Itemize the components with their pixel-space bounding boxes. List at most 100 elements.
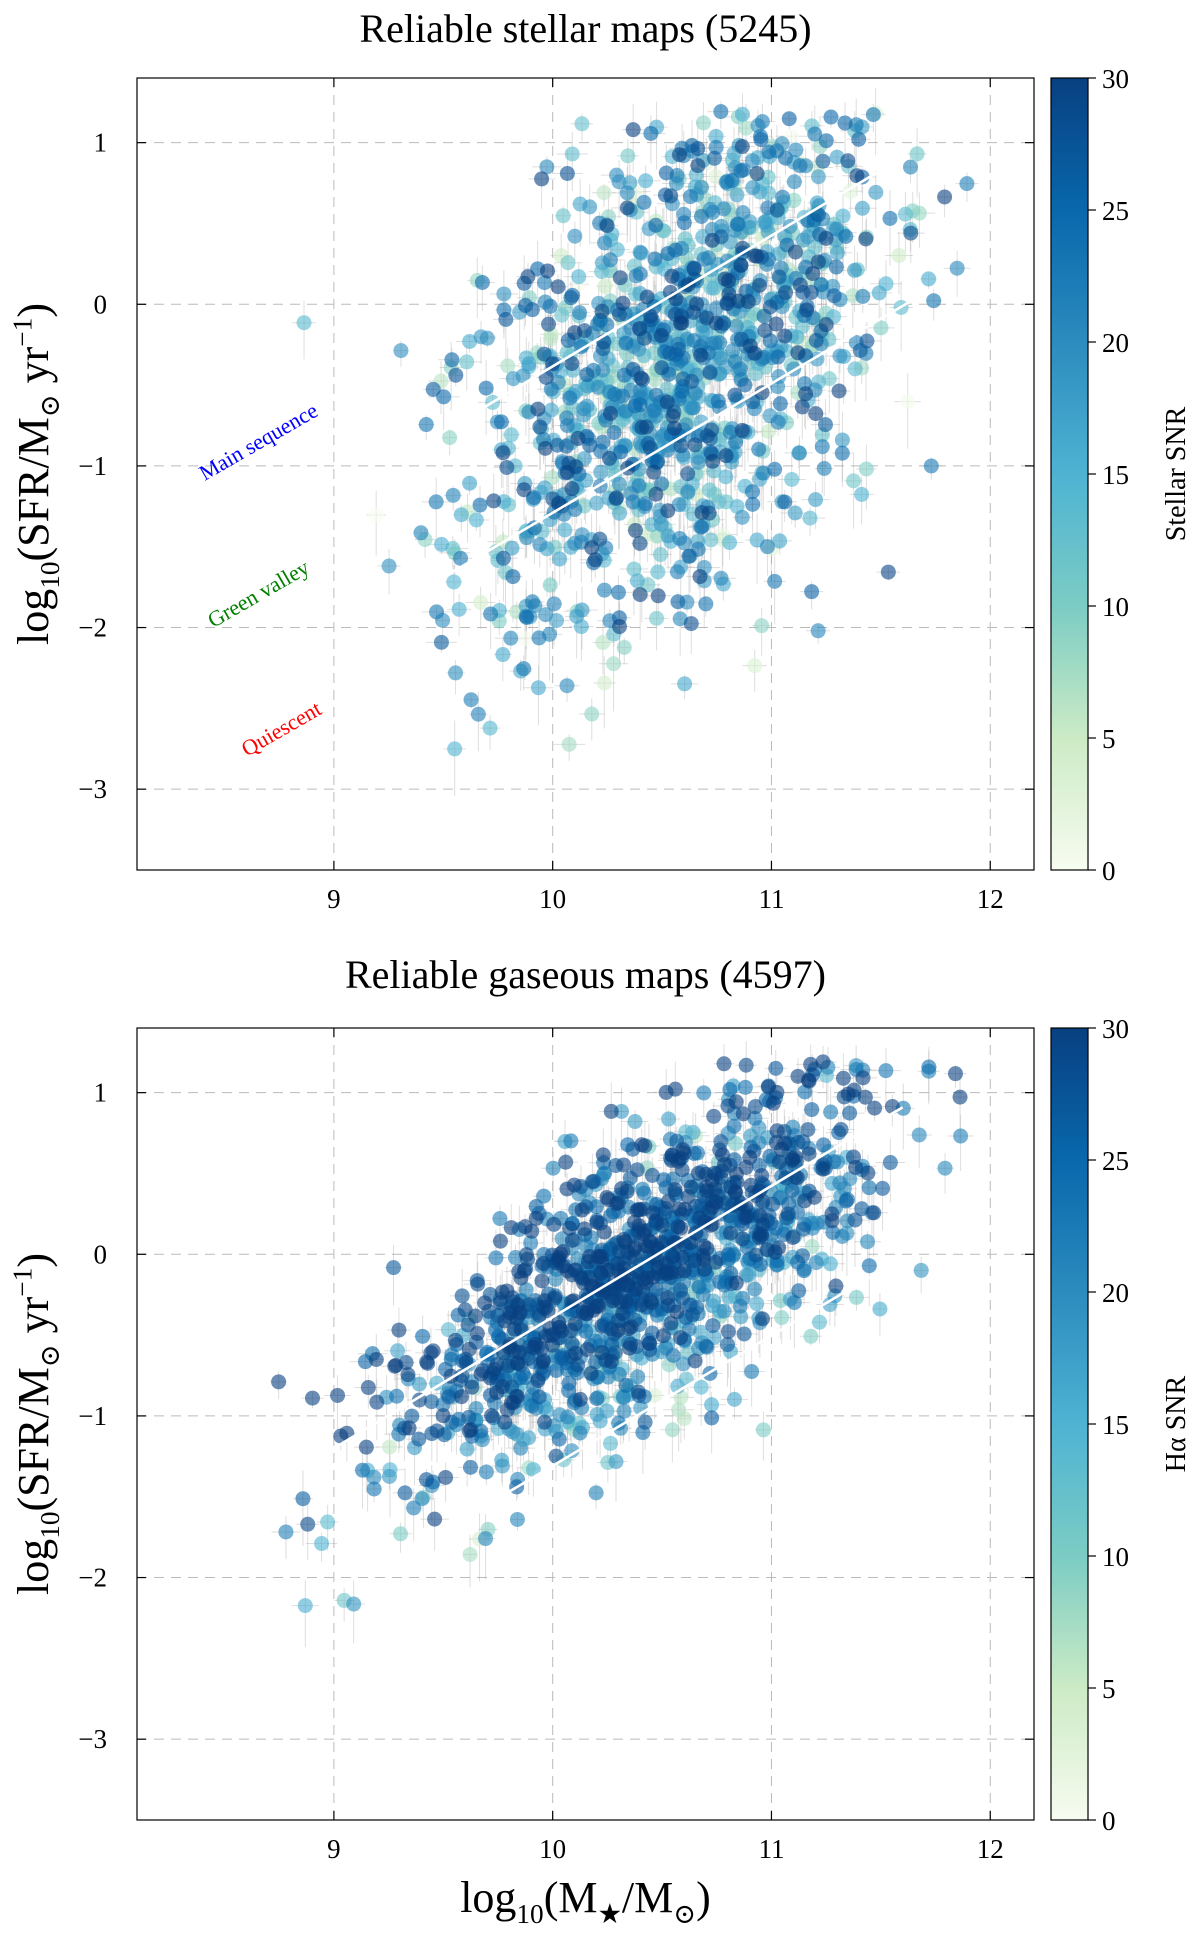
data-point: [704, 232, 720, 248]
data-point: [559, 464, 575, 480]
data-point: [564, 355, 580, 371]
data-point: [595, 635, 611, 651]
data-point: [674, 315, 690, 331]
data-point: [632, 587, 648, 603]
data-point: [613, 444, 629, 460]
data-point: [937, 189, 953, 205]
data-point: [673, 438, 689, 454]
data-point: [730, 216, 746, 232]
data-point: [692, 569, 708, 585]
data-point: [670, 594, 686, 610]
scatter-points: [292, 88, 979, 797]
data-point: [532, 419, 548, 435]
data-point: [537, 275, 553, 291]
data-point: [837, 115, 853, 131]
data-point: [897, 206, 913, 222]
data-point: [596, 675, 612, 691]
data-point: [669, 564, 685, 580]
data-point: [740, 294, 756, 310]
data-point: [810, 623, 826, 639]
data-point: [737, 377, 753, 393]
data-point: [500, 358, 516, 374]
data-point: [413, 525, 429, 541]
data-point: [648, 217, 664, 233]
data-point: [486, 493, 502, 509]
data-point: [810, 169, 826, 185]
data-point: [496, 286, 512, 302]
data-point: [734, 422, 750, 438]
data-point: [846, 473, 862, 489]
data-point: [757, 322, 773, 338]
data-point: [478, 380, 494, 396]
data-point: [818, 230, 834, 246]
data-point: [596, 582, 612, 598]
data-point: [649, 610, 665, 626]
y-tick-label: −1: [78, 451, 107, 481]
data-point: [519, 609, 535, 625]
data-point: [808, 332, 824, 348]
data-point: [559, 410, 575, 426]
data-point: [504, 540, 520, 556]
data-point: [712, 335, 728, 351]
data-point: [530, 680, 546, 696]
data-point: [526, 520, 542, 536]
data-point: [451, 601, 467, 617]
data-point: [835, 208, 851, 224]
data-point: [775, 189, 791, 205]
data-point: [733, 257, 749, 273]
data-point: [567, 228, 583, 244]
y-tick-label: 0: [94, 289, 108, 319]
data-point: [631, 478, 647, 494]
data-point: [690, 141, 706, 157]
data-point: [854, 200, 870, 216]
data-point: [517, 631, 533, 647]
data-point: [546, 596, 562, 612]
data-point: [792, 277, 808, 293]
data-point: [719, 296, 735, 312]
data-point: [606, 425, 622, 441]
data-point: [693, 414, 709, 430]
data-point: [459, 354, 475, 370]
data-point: [847, 361, 863, 377]
y-tick-label: 1: [94, 128, 108, 158]
data-point: [693, 179, 709, 195]
data-point: [559, 678, 575, 694]
data-point: [694, 519, 710, 535]
data-point: [770, 414, 786, 430]
data-point: [561, 736, 577, 752]
data-point: [810, 254, 826, 270]
data-point: [814, 439, 830, 455]
data-point: [767, 461, 783, 477]
data-point: [554, 307, 570, 323]
data-point: [453, 507, 469, 523]
data-point: [610, 584, 626, 600]
data-point: [444, 352, 460, 368]
data-point: [571, 269, 587, 285]
chart-title: Reliable gaseous maps (4597): [345, 952, 826, 997]
data-point: [690, 158, 706, 174]
data-point: [660, 503, 676, 519]
data-point: [429, 604, 445, 620]
data-point: [587, 552, 603, 568]
data-point: [708, 315, 724, 331]
data-point: [462, 333, 478, 349]
data-point: [602, 405, 618, 421]
data-point: [552, 551, 568, 567]
x-tick-label: 12: [977, 884, 1004, 914]
data-point: [718, 448, 734, 464]
data-point: [543, 381, 559, 397]
data-point: [503, 630, 519, 646]
data-point: [534, 171, 550, 187]
data-point: [549, 437, 565, 453]
data-point: [949, 260, 965, 276]
data-point: [777, 150, 793, 166]
data-point: [520, 269, 536, 285]
data-point: [597, 278, 613, 294]
data-point: [786, 174, 802, 190]
data-point: [702, 365, 718, 381]
data-point: [555, 208, 571, 224]
data-point: [608, 167, 624, 183]
data-point: [653, 328, 669, 344]
data-point: [550, 279, 566, 295]
